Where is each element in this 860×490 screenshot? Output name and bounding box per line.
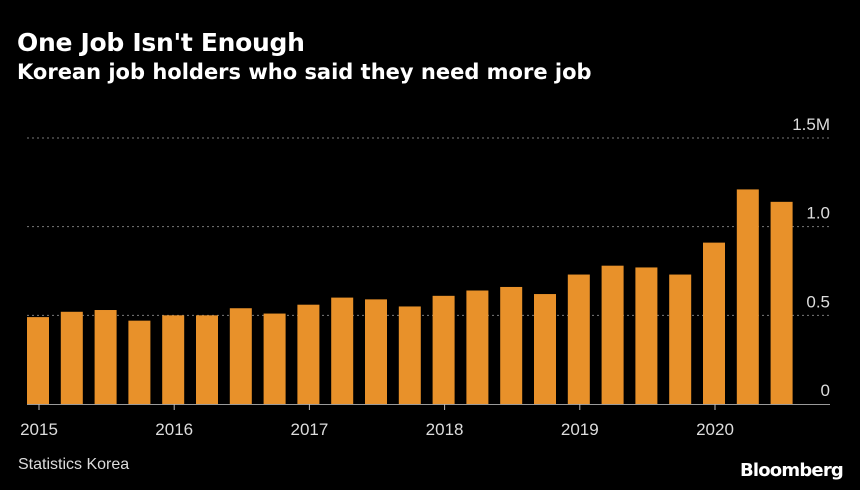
source-note: Statistics Korea xyxy=(18,456,130,473)
bar xyxy=(365,299,387,404)
x-tick-label: 2017 xyxy=(290,420,328,439)
y-tick-label: 1.5M xyxy=(792,115,830,134)
x-tick-label: 2020 xyxy=(696,420,734,439)
chart-subtitle: Korean job holders who said they need mo… xyxy=(17,60,592,84)
x-tick-label: 2018 xyxy=(426,420,464,439)
x-tick-label: 2019 xyxy=(561,420,599,439)
bar xyxy=(466,290,489,404)
bar xyxy=(635,267,658,404)
x-axis: 2015 2016 2017 2018 2019 2020 xyxy=(20,404,830,439)
bloomberg-logo: Bloomberg xyxy=(739,460,844,481)
bar xyxy=(398,306,421,404)
y-tick-labels: 0 0.5 1.0 1.5M xyxy=(792,115,830,400)
chart-title: One Job Isn't Enough xyxy=(17,28,305,57)
bar xyxy=(27,317,49,404)
bar xyxy=(534,294,556,404)
bar xyxy=(736,189,759,404)
bar xyxy=(500,286,523,404)
bar xyxy=(770,201,793,404)
bar xyxy=(432,295,455,404)
bar xyxy=(128,320,151,404)
bar xyxy=(263,313,286,404)
bars xyxy=(27,189,793,404)
bar xyxy=(669,274,692,404)
x-tick-label: 2015 xyxy=(20,420,58,439)
bar-chart: 2015 2016 2017 2018 2019 2020 0 0.5 1.0 1.5M xyxy=(20,115,830,439)
bar xyxy=(196,315,218,404)
gridlines xyxy=(27,137,830,316)
y-tick-label: 1.0 xyxy=(806,204,830,223)
bar xyxy=(703,242,725,404)
bar xyxy=(297,304,320,404)
bar xyxy=(601,265,624,404)
y-tick-label: 0.5 xyxy=(806,292,830,311)
y-tick-label: 0 xyxy=(821,381,830,400)
bar xyxy=(94,310,117,404)
bar xyxy=(331,297,354,404)
bar xyxy=(60,311,83,404)
bar xyxy=(162,315,185,404)
x-tick-label: 2016 xyxy=(155,420,193,439)
bar xyxy=(229,308,252,404)
bar xyxy=(567,274,590,404)
